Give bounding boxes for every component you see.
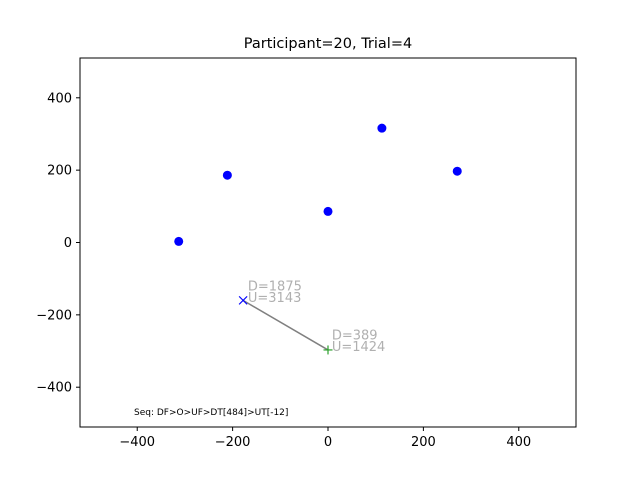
- target-point: [174, 236, 184, 246]
- target-point: [377, 123, 387, 133]
- point-annotation: U=3143: [248, 291, 302, 306]
- point-annotation: U=1424: [332, 340, 386, 355]
- x-tick-label: 200: [411, 435, 436, 450]
- y-tick-label: −200: [36, 308, 72, 323]
- down-marker-stroke: [238, 295, 248, 305]
- y-tick-label: 400: [47, 91, 72, 106]
- x-tick-label: −400: [119, 435, 155, 450]
- x-tick-label: −200: [215, 435, 251, 450]
- x-tick-label: 400: [506, 435, 531, 450]
- y-tick-label: 0: [64, 236, 72, 251]
- touch-path-line: [242, 299, 329, 351]
- target-point: [222, 170, 232, 180]
- target-point: [452, 166, 462, 176]
- x-tick-label: 0: [324, 435, 332, 450]
- axes: −400 −200 0 200 400 −400 −200 0 200 400: [36, 57, 577, 450]
- up-marker-plus: [323, 345, 333, 355]
- chart-title: Participant=20, Trial=4: [244, 36, 412, 52]
- y-tick-label: 200: [47, 164, 72, 179]
- y-tick-label: −400: [36, 381, 72, 396]
- target-point: [323, 206, 333, 216]
- point-annotation: D=389: [332, 328, 378, 343]
- down-marker-x: [238, 295, 248, 305]
- point-annotation: D=1875: [248, 279, 302, 294]
- sequence-footer: Seq: DF>O>UF>DT[484]>UT[-12]: [134, 408, 288, 418]
